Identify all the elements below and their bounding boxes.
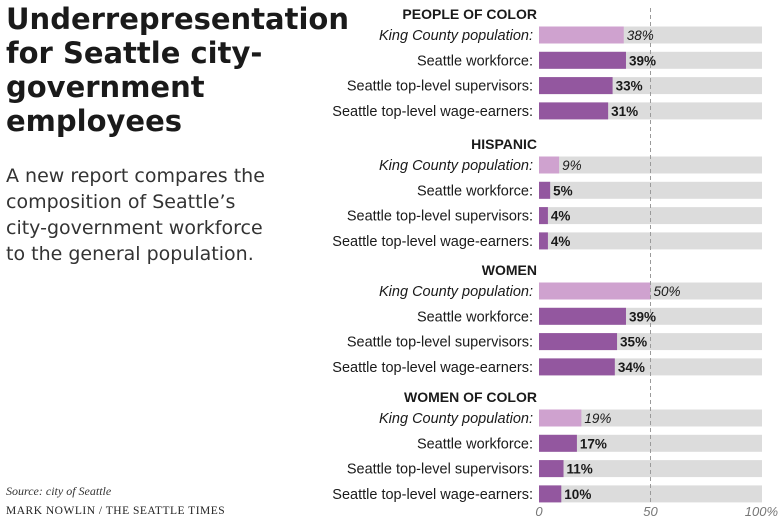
category-label: Seattle top-level wage-earners:: [332, 360, 533, 376]
bar-track: [539, 207, 762, 225]
data-label: 9%: [562, 158, 582, 173]
workforce-bar: [539, 77, 613, 95]
category-label: King County population:: [379, 284, 533, 300]
data-label: 50%: [654, 284, 681, 299]
population-bar: [539, 409, 582, 427]
data-label: 5%: [553, 183, 573, 198]
workforce-bar: [539, 460, 564, 478]
data-label: 10%: [564, 487, 591, 502]
group-title: HISPANIC: [471, 136, 537, 152]
bar-track: [539, 460, 762, 478]
data-label: 4%: [551, 234, 571, 249]
workforce-bar: [539, 307, 626, 325]
workforce-bar: [539, 358, 615, 376]
workforce-bar: [539, 51, 626, 69]
x-tick-label: 0: [535, 504, 543, 519]
category-label: King County population:: [379, 158, 533, 174]
data-label: 11%: [567, 462, 593, 477]
data-label: 39%: [629, 309, 656, 324]
category-label: King County population:: [379, 28, 533, 44]
category-label: Seattle workforce:: [417, 436, 533, 452]
chart-title: Underrepresentation for Seattle city-gov…: [6, 2, 350, 138]
workforce-bar: [539, 333, 618, 351]
population-bar: [539, 156, 560, 174]
category-label: Seattle workforce:: [417, 183, 533, 199]
workforce-bar: [539, 232, 548, 250]
data-label: 38%: [627, 28, 654, 43]
category-label: Seattle top-level supervisors:: [347, 79, 533, 95]
group-title: WOMEN OF COLOR: [404, 389, 537, 405]
category-label: Seattle top-level wage-earners:: [332, 104, 533, 120]
workforce-bar: [539, 181, 551, 199]
group-title: PEOPLE OF COLOR: [402, 6, 537, 22]
category-label: Seattle top-level wage-earners:: [332, 234, 533, 250]
category-label: Seattle top-level wage-earners:: [332, 487, 533, 503]
category-label: Seattle workforce:: [417, 53, 533, 69]
data-label: 17%: [580, 436, 607, 451]
category-label: Seattle top-level supervisors:: [347, 209, 533, 225]
workforce-bar: [539, 485, 562, 503]
x-tick-label: 50: [643, 504, 658, 519]
data-label: 19%: [584, 411, 611, 426]
data-label: 39%: [629, 53, 656, 68]
population-bar: [539, 282, 651, 300]
workforce-bar: [539, 434, 577, 452]
category-label: Seattle workforce:: [417, 309, 533, 325]
data-label: 33%: [616, 79, 643, 94]
credit-line: MARK NOWLIN / THE SEATTLE TIMES: [6, 505, 226, 517]
x-tick-label: 100%: [745, 504, 778, 519]
category-label: Seattle top-level supervisors:: [347, 462, 533, 478]
chart-subtitle: A new report compares the composition of…: [6, 165, 265, 265]
category-label: Seattle top-level supervisors:: [347, 335, 533, 351]
source-note: Source: city of Seattle: [6, 484, 112, 498]
group-title: WOMEN: [482, 262, 537, 278]
data-label: 31%: [611, 104, 638, 119]
population-bar: [539, 26, 624, 44]
data-label: 4%: [551, 209, 571, 224]
workforce-bar: [539, 207, 548, 225]
data-label: 35%: [620, 335, 647, 350]
category-label: King County population:: [379, 411, 533, 427]
workforce-bar: [539, 102, 609, 120]
data-label: 34%: [618, 360, 645, 375]
